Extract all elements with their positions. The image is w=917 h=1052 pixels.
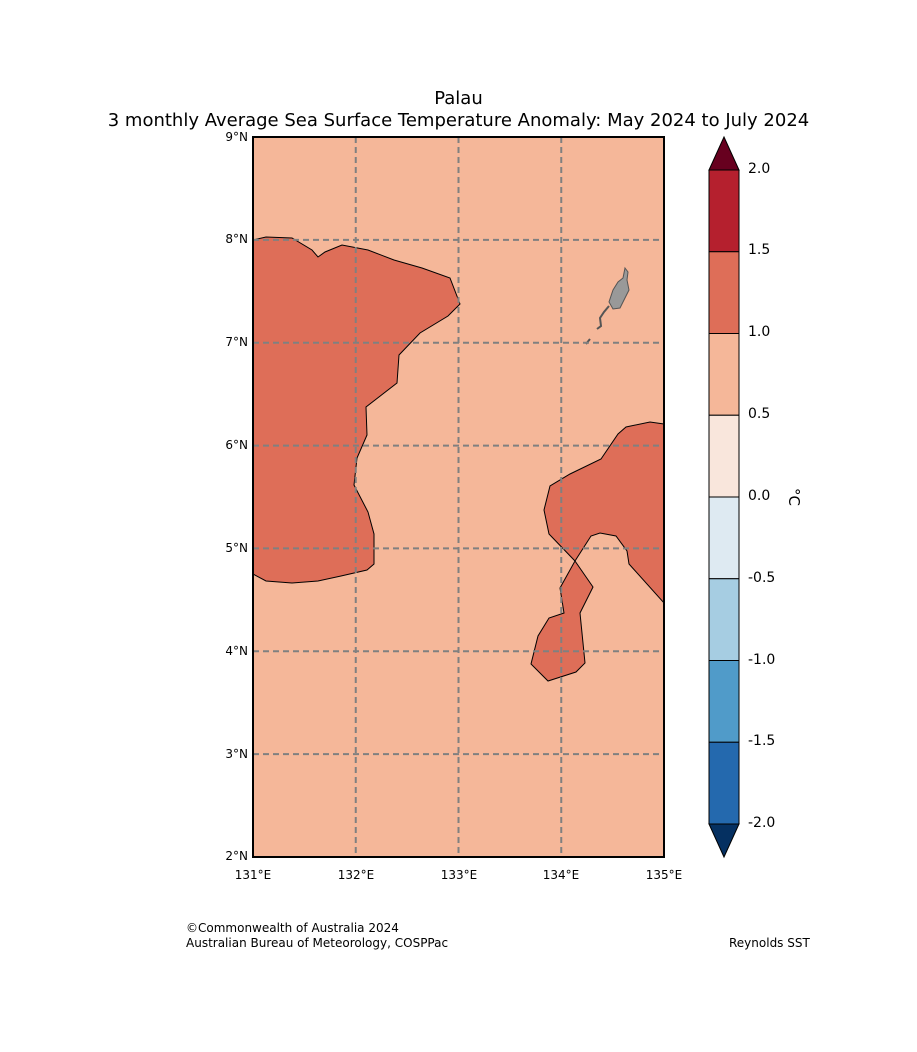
data-source-text: Reynolds SST — [729, 936, 810, 950]
colorbar-segment — [708, 414, 740, 498]
lon-tick-label: 133°E — [440, 868, 478, 882]
lat-tick-label: 4°N — [225, 644, 248, 658]
colorbar-over-extension — [708, 135, 740, 171]
lon-tick-label: 132°E — [337, 868, 375, 882]
colorbar-unit: °C — [784, 488, 803, 506]
colorbar-segment — [708, 578, 740, 661]
agency-text: Australian Bureau of Meteorology, COSPPa… — [186, 936, 449, 950]
colorbar-label: 1.0 — [748, 324, 771, 340]
colorbar-under-extension — [708, 823, 740, 859]
colorbar-label: 1.5 — [748, 242, 771, 258]
colorbar-segment — [708, 251, 740, 334]
lat-tick-label: 9°N — [225, 130, 248, 144]
colorbar-segment — [708, 169, 740, 253]
lon-tick-label: 134°E — [542, 868, 580, 882]
colorbar-label: -2.0 — [748, 815, 776, 831]
lat-tick-label: 7°N — [225, 335, 248, 349]
palau-land — [608, 266, 630, 310]
lon-tick-label: 135°E — [645, 868, 683, 882]
lon-tick-label: 131°E — [234, 868, 272, 882]
colorbar-label: 0.0 — [748, 488, 771, 504]
colorbar-segment — [708, 660, 740, 743]
colorbar-label: -0.5 — [748, 570, 776, 586]
map-title: Palau — [434, 88, 483, 109]
colorbar-label: 2.0 — [748, 161, 771, 177]
colorbar-segment — [708, 496, 740, 580]
lat-tick-label: 2°N — [225, 849, 248, 863]
map-frame — [252, 136, 665, 858]
lat-tick-label: 6°N — [225, 438, 248, 452]
eastern-anomaly-region — [530, 421, 665, 682]
lat-tick-label: 5°N — [225, 541, 248, 555]
lat-tick-label: 3°N — [225, 747, 248, 761]
colorbar-label: 0.5 — [748, 406, 771, 422]
colorbar-label: -1.0 — [748, 652, 776, 668]
copyright-text: ©Commonwealth of Australia 2024 — [186, 921, 399, 935]
colorbar-label: -1.5 — [748, 733, 776, 749]
colorbar-segment — [708, 741, 740, 825]
map-subtitle: 3 monthly Average Sea Surface Temperatur… — [107, 110, 810, 131]
lat-tick-label: 8°N — [225, 232, 248, 246]
colorbar-segment — [708, 333, 740, 416]
